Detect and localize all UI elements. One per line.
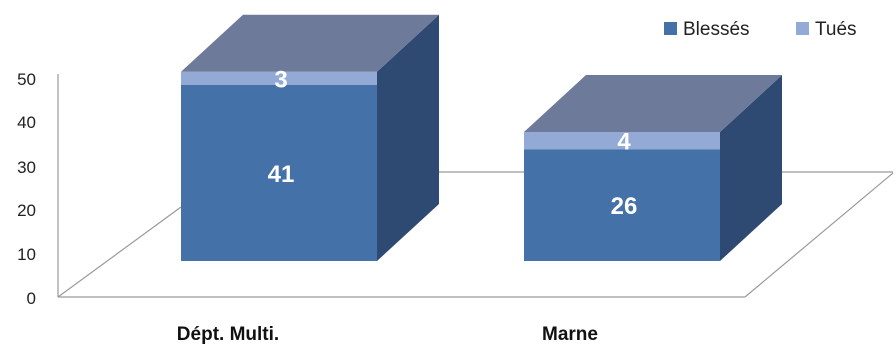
category-labels: Dépt. Multi. Marne	[177, 324, 598, 345]
y-tick-label: 40	[17, 113, 36, 132]
y-tick-label: 0	[27, 289, 36, 308]
bars	[181, 14, 782, 261]
data-label-blesses-dept-multi: 41	[268, 161, 295, 188]
data-label-blesses-marne: 26	[611, 193, 638, 220]
data-labels: 41 3 26 4	[268, 66, 638, 220]
bar-top-dept-multi	[181, 14, 439, 72]
legend-swatch-blesses	[664, 22, 677, 35]
legend-label-blesses: Blessés	[683, 19, 750, 40]
legend-swatch-tues	[796, 22, 809, 35]
category-label-marne: Marne	[542, 324, 598, 345]
bar-side-marne	[720, 75, 782, 261]
bar-blesses-dept-multi	[181, 84, 377, 261]
bar-side-dept-multi	[377, 14, 439, 261]
y-tick-label: 50	[17, 70, 36, 89]
data-label-tues-dept-multi: 3	[274, 66, 287, 93]
data-label-tues-marne: 4	[617, 129, 631, 156]
category-label-dept-multi: Dépt. Multi.	[177, 324, 279, 345]
legend-label-tues: Tués	[815, 19, 857, 40]
bar-top-marne	[524, 75, 782, 132]
y-tick-label: 20	[17, 201, 36, 220]
floor-left-edge	[57, 206, 182, 298]
y-tick-label: 10	[17, 245, 36, 264]
legend: Blessés Tués	[664, 19, 857, 40]
y-tick-label: 30	[17, 158, 36, 177]
bar-tues-dept-multi	[181, 71, 377, 85]
y-axis-ticks: 0 10 20 30 40 50	[17, 70, 36, 308]
bar-tues-marne	[524, 132, 720, 150]
floor-right-edge	[744, 172, 894, 298]
bar-blesses-marne	[524, 149, 720, 261]
